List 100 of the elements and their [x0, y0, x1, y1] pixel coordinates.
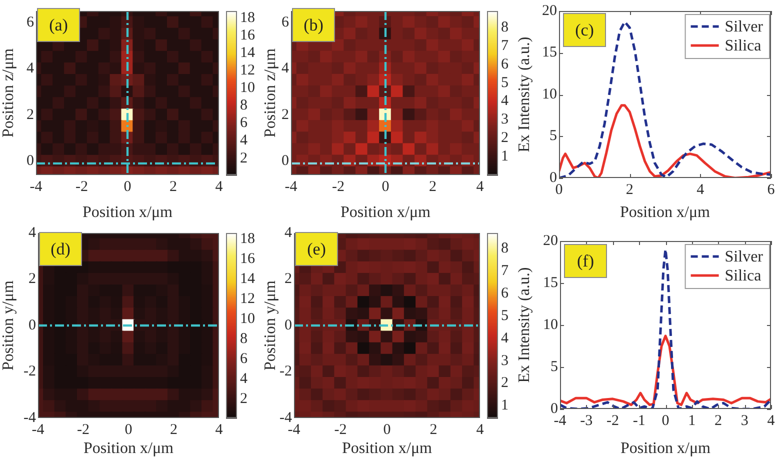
y-tick-label: 2 — [26, 106, 34, 123]
x-axis-title: Position x/μm — [620, 204, 711, 222]
x-axis-title: Position x/μm — [82, 204, 174, 222]
y-axis-title: Ex Intensity (a.u.) — [516, 36, 534, 152]
x-tick-label: 0 — [124, 422, 132, 438]
y-tick-label: 4 — [284, 224, 292, 241]
x-tick-label: -2 — [332, 178, 344, 195]
color-bar-label: 4 — [240, 370, 248, 387]
y-tick-label: 0 — [26, 153, 34, 170]
annotation: (d) — [50, 240, 70, 258]
color-bar-label: 12 — [240, 290, 255, 307]
x-tick-label: 4 — [767, 412, 776, 429]
color-bar-label: 6 — [240, 350, 248, 367]
x-tick-label: 0 — [124, 178, 132, 195]
y-tick-label: -2 — [280, 364, 292, 380]
annotation: (e) — [307, 240, 326, 258]
legend-label: Silver — [724, 248, 764, 266]
y-tick-label: 20 — [542, 2, 557, 19]
x-tick-label: 2 — [626, 182, 634, 198]
x-tick-label: -1 — [632, 412, 646, 429]
color-bar-label: 8 — [240, 98, 248, 114]
y-tick-label: 0 — [282, 153, 289, 170]
x-tick-label: -2 — [76, 178, 88, 195]
x-tick-label: 4 — [215, 178, 224, 195]
x-tick-label: 4 — [476, 422, 484, 438]
y-tick-label: 2 — [28, 271, 36, 288]
x-tick-label: 0 — [662, 412, 670, 429]
color-bar-label: 8 — [501, 20, 508, 36]
x-tick-label: -2 — [334, 422, 347, 438]
color-bar-label: 3 — [501, 112, 508, 128]
color-bar-label: 3 — [501, 352, 508, 369]
color-bar-label: 8 — [240, 330, 248, 347]
color-bar-label: 16 — [240, 27, 256, 44]
annotation: (a) — [49, 16, 68, 34]
legend-label: Silica — [724, 38, 762, 55]
x-tick-label: 2 — [170, 178, 177, 195]
color-bar-label: 16 — [240, 250, 256, 267]
color-bar-label: 18 — [240, 10, 255, 26]
color-bar-label: 18 — [240, 230, 255, 247]
x-tick-label: 4 — [215, 422, 224, 438]
y-tick-label: 0 — [550, 400, 558, 417]
color-bar-label: 7 — [501, 263, 509, 280]
x-tick-label: 3 — [740, 412, 748, 429]
color-bar-label: 5 — [501, 308, 508, 324]
annotation: (f) — [577, 252, 594, 270]
x-tick-label: 2 — [170, 422, 178, 438]
y-tick-label: 20 — [543, 232, 558, 249]
color-bar-label: 6 — [501, 285, 509, 302]
y-tick-label: 0 — [28, 317, 36, 334]
y-tick-label: 4 — [28, 224, 36, 241]
color-bar-label: 1 — [501, 398, 508, 414]
color-bar-label: 8 — [501, 240, 508, 257]
x-tick-label: -3 — [580, 412, 593, 429]
x-tick-label: -2 — [77, 422, 90, 438]
y-tick-label: 10 — [542, 86, 557, 102]
color-bar-label: 12 — [240, 62, 255, 79]
y-tick-label: 0 — [284, 317, 292, 334]
x-tick-label: 2 — [430, 422, 438, 438]
x-axis-title: Position x/μm — [84, 440, 174, 458]
y-tick-label: 5 — [550, 128, 557, 144]
color-bar-label: 14 — [240, 270, 256, 287]
x-tick-label: 2 — [714, 412, 722, 429]
y-tick-label: 15 — [543, 274, 558, 291]
line-series — [559, 20, 771, 178]
y-axis-title: Position z/μm — [0, 48, 18, 138]
y-tick-label: 6 — [26, 14, 34, 30]
annotation: (c) — [575, 20, 594, 40]
y-tick-label: 5 — [550, 358, 558, 375]
line-series — [560, 248, 771, 409]
y-axis-title: Position y/μm — [262, 280, 280, 370]
y-tick-label: 15 — [542, 44, 557, 61]
x-tick-label: 4 — [696, 182, 705, 198]
color-bar-label: 4 — [240, 132, 248, 149]
y-tick-label: 4 — [26, 60, 34, 77]
color-bar-label: 1 — [501, 148, 508, 165]
color-bar-label: 4 — [501, 93, 509, 110]
legend-label: Silica — [724, 268, 762, 285]
color-bar-label: 2 — [240, 390, 248, 407]
x-tick-label: 0 — [383, 422, 391, 438]
x-tick-label: -2 — [606, 412, 619, 429]
y-tick-label: 4 — [282, 60, 290, 77]
x-tick-label: 4 — [476, 178, 484, 195]
color-bar-label: 2 — [501, 375, 508, 392]
y-tick-label: 2 — [284, 271, 292, 288]
y-tick-label: 2 — [282, 106, 289, 123]
x-tick-label: 1 — [688, 412, 696, 429]
color-bar-label: 10 — [240, 80, 255, 96]
color-bar-label: 2 — [501, 130, 508, 146]
x-tick-label: 2 — [429, 178, 436, 195]
x-axis-title: Position x/μm — [620, 440, 712, 458]
y-axis-title: Position z/μm — [262, 48, 280, 138]
y-axis-title: Position y/μm — [0, 280, 18, 370]
annotation: (b) — [304, 16, 324, 34]
legend-label: Silver — [724, 18, 764, 36]
x-tick-label: 6 — [767, 182, 776, 198]
y-tick-label: 6 — [282, 14, 290, 30]
color-bar-label: 6 — [501, 56, 509, 72]
color-bar-label: 2 — [240, 150, 248, 166]
y-tick-label: 10 — [543, 316, 558, 333]
x-axis-title: Position x/μm — [340, 204, 432, 222]
